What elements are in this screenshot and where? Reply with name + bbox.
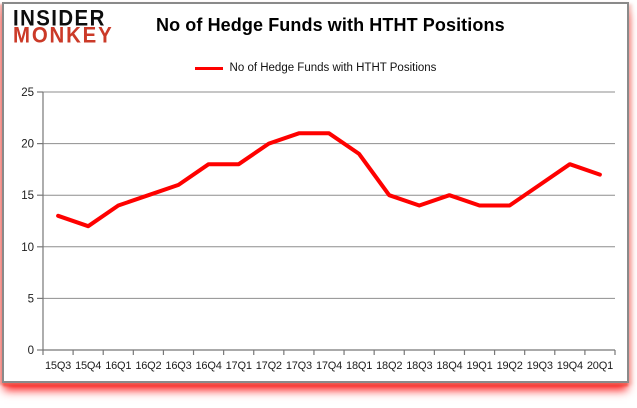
x-tick-label: 18Q3 (406, 360, 432, 372)
y-tick-label: 5 (28, 293, 34, 305)
x-tick-label: 20Q1 (587, 360, 613, 372)
line-chart: 0 5 10 15 20 25 15Q3 15Q4 16Q1 16Q2 16Q3 16Q4 17Q1 17… (21, 87, 616, 372)
insider-monkey-logo: INSIDER MONKEY (13, 6, 114, 48)
x-tick-label: 17Q4 (316, 360, 342, 372)
logo-word-monkey: MONKEY (13, 23, 114, 48)
chart-card: INSIDER MONKEY No of Hedge Funds with HT… (2, 2, 629, 383)
legend-line-swatch (194, 66, 223, 70)
x-tick-label: 18Q2 (376, 360, 402, 372)
legend: No of Hedge Funds with HTHT Positions (4, 60, 627, 76)
y-tick-label: 25 (21, 87, 34, 99)
logo-word-insider: INSIDER (13, 6, 106, 31)
x-tick-label: 16Q1 (105, 360, 131, 372)
x-tick-label: 16Q3 (165, 360, 191, 372)
x-tick-label: 16Q4 (196, 360, 222, 372)
x-tick-label: 17Q2 (256, 360, 282, 372)
x-tick-label: 18Q1 (346, 360, 372, 372)
y-tick-label: 15 (21, 190, 34, 202)
legend-label: No of Hedge Funds with HTHT Positions (229, 62, 437, 74)
chart-title: No of Hedge Funds with HTHT Positions (156, 15, 505, 35)
x-tick-label: 19Q4 (557, 360, 583, 372)
x-tick-label: 19Q2 (497, 360, 523, 372)
x-tick-label: 18Q4 (436, 360, 462, 372)
x-tick-label: 16Q2 (135, 360, 161, 372)
x-tick-label: 19Q1 (466, 360, 492, 372)
x-tick-label: 15Q4 (75, 360, 101, 372)
x-tick-label: 17Q3 (286, 360, 312, 372)
y-tick-label: 20 (21, 139, 34, 151)
x-tick-label: 15Q3 (45, 360, 71, 372)
series-line (56, 131, 602, 229)
y-tick-label: 0 (28, 345, 34, 357)
y-tick-label: 10 (21, 242, 34, 254)
x-tick-label: 19Q3 (527, 360, 553, 372)
x-tick-label: 17Q1 (226, 360, 252, 372)
